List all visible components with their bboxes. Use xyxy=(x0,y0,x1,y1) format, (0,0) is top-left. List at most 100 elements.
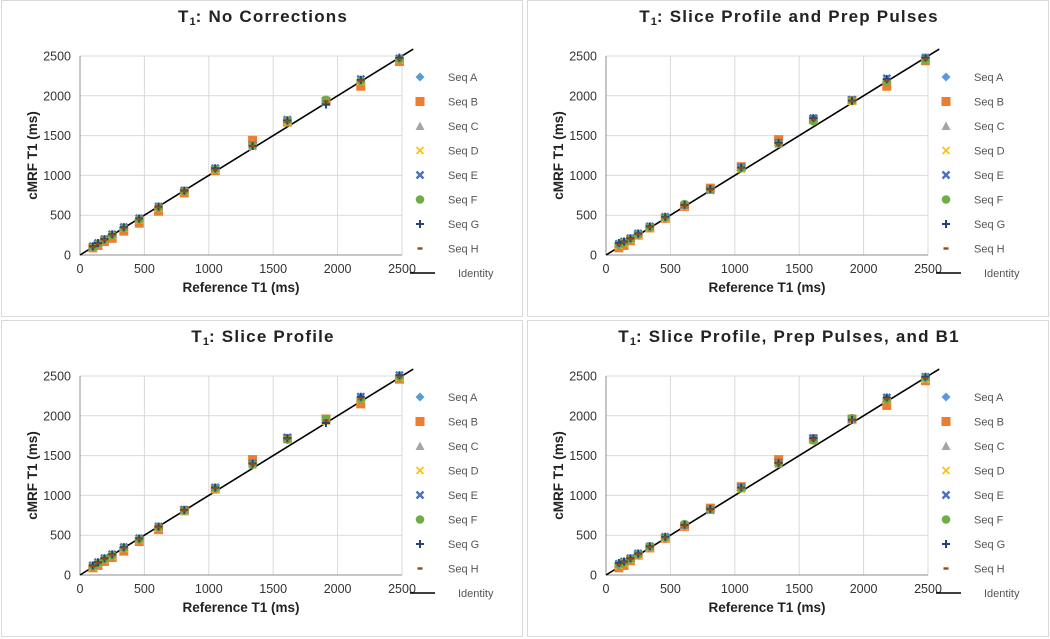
legend-label-seq-b: Seq B xyxy=(448,97,478,109)
chart-title: T1: Slice Profile, Prep Pulses, and B1 xyxy=(618,327,960,348)
data-point xyxy=(662,536,668,539)
data-point xyxy=(358,79,364,82)
x-tick-label: 2000 xyxy=(324,262,352,276)
chart-svg: 0 500 1000 1500 2000 2500 0 500 1000 1500 2000 2500… xyxy=(25,368,494,615)
legend-label-identity: Identity xyxy=(984,588,1020,600)
y-tick-label: 2000 xyxy=(569,409,597,423)
legend-marker-seq-d xyxy=(415,466,425,475)
data-point xyxy=(707,508,713,511)
data-point xyxy=(662,216,668,219)
legend-label-seq-d: Seq D xyxy=(448,146,479,158)
series-seq-h xyxy=(90,57,402,249)
legend-label-seq-c: Seq C xyxy=(974,121,1005,133)
data-point xyxy=(776,462,782,465)
legend-marker-seq-e xyxy=(415,490,425,500)
legend-label-seq-a: Seq A xyxy=(448,72,478,84)
data-point xyxy=(95,561,101,565)
data-point xyxy=(627,557,633,561)
legend-marker-seq-c xyxy=(941,121,951,130)
y-tick-label: 500 xyxy=(576,529,597,543)
y-tick-label: 1000 xyxy=(569,169,597,183)
data-point xyxy=(647,545,653,549)
legend-label-seq-f: Seq F xyxy=(448,515,478,527)
data-point xyxy=(156,206,162,209)
legend: Seq A Seq B Seq C Seq D Seq E Seq F Seq G Seq H… xyxy=(410,72,494,280)
data-point xyxy=(356,399,366,409)
x-tick-label: 0 xyxy=(77,262,84,276)
y-tick-label: 2500 xyxy=(43,370,71,384)
data-point xyxy=(738,167,744,170)
x-tick-label: 2000 xyxy=(324,582,352,596)
legend-marker-seq-b xyxy=(415,417,425,426)
legend-marker-seq-d xyxy=(415,146,425,155)
legend-marker-seq-c xyxy=(415,121,425,130)
legend-label-seq-e: Seq E xyxy=(974,170,1004,182)
x-tick-label: 500 xyxy=(134,582,155,596)
data-point xyxy=(396,57,402,61)
legend-label-seq-h: Seq H xyxy=(974,244,1005,256)
legend-label-seq-a: Seq A xyxy=(974,72,1004,84)
legend-marker-seq-f xyxy=(415,515,425,524)
data-point xyxy=(810,438,816,441)
y-tick-label: 0 xyxy=(64,569,71,583)
legend-marker-seq-a xyxy=(941,392,951,402)
legend-marker-seq-b xyxy=(941,417,951,426)
y-tick-label: 500 xyxy=(50,209,71,223)
gridlines xyxy=(606,55,929,255)
x-tick-label: 0 xyxy=(77,582,84,596)
chart-panel-slice-profile: T1: Slice Profile 0 500 1000 1500 2000 2500 0 5… xyxy=(1,320,523,637)
data-point xyxy=(707,188,713,191)
y-tick-label: 1500 xyxy=(43,449,71,463)
legend-label-seq-a: Seq A xyxy=(974,392,1004,404)
legend-marker-seq-c xyxy=(415,441,425,450)
data-point xyxy=(882,81,892,91)
x-tick-label: 1500 xyxy=(785,582,813,596)
legend-label-seq-h: Seq H xyxy=(448,564,479,576)
x-axis-title: Reference T1 (ms) xyxy=(182,280,299,295)
x-axis-title: Reference T1 (ms) xyxy=(708,280,825,295)
data-point xyxy=(627,237,633,241)
data-point xyxy=(95,242,101,246)
legend-label-seq-h: Seq H xyxy=(448,244,479,256)
x-tick-label: 2000 xyxy=(850,262,878,276)
legend-marker-seq-g xyxy=(416,540,424,548)
data-point xyxy=(284,437,290,441)
legend-marker-seq-h xyxy=(417,247,423,250)
legend-label-seq-d: Seq D xyxy=(974,466,1005,478)
x-tick-label: 1000 xyxy=(721,582,749,596)
data-point xyxy=(882,400,892,410)
data-point xyxy=(250,144,256,148)
data-point xyxy=(682,204,688,207)
x-tick-label: 1000 xyxy=(721,262,749,276)
data-point xyxy=(621,561,627,564)
x-tick-label: 0 xyxy=(603,582,610,596)
data-point xyxy=(849,100,855,103)
series-seq-h xyxy=(616,57,928,246)
x-axis-title: Reference T1 (ms) xyxy=(708,600,825,615)
legend-marker-seq-a xyxy=(941,72,951,82)
data-point xyxy=(181,509,187,512)
data-point xyxy=(248,135,258,145)
gridlines xyxy=(606,375,929,575)
legend-marker-seq-a xyxy=(415,392,425,402)
legend: Seq A Seq B Seq C Seq D Seq E Seq F Seq G Seq H… xyxy=(936,392,1020,600)
legend: Seq A Seq B Seq C Seq D Seq E Seq F Seq G Seq H… xyxy=(410,392,494,600)
data-point xyxy=(396,375,402,378)
legend-label-seq-h: Seq H xyxy=(974,564,1005,576)
legend-marker-seq-f xyxy=(941,515,951,524)
legend-marker-seq-b xyxy=(941,97,951,106)
x-tick-label: 2500 xyxy=(914,582,942,596)
y-tick-label: 0 xyxy=(590,249,597,263)
chart-panel-slice-profile-prep-pulses: T1: Slice Profile and Prep Pulses 0 500 10… xyxy=(527,0,1049,317)
chart-panel-no-corrections: T1: No Corrections 0 500 1000 1500 2000 2500 0… xyxy=(1,0,523,317)
data-point xyxy=(109,233,115,237)
legend-label-seq-e: Seq E xyxy=(448,170,478,182)
legend-label-seq-g: Seq G xyxy=(448,219,479,231)
data-point xyxy=(884,79,890,82)
y-axis-title: cMRF T1 (ms) xyxy=(25,431,40,520)
data-point xyxy=(647,225,653,229)
data-point xyxy=(682,524,688,527)
legend-label-seq-a: Seq A xyxy=(448,392,478,404)
legend-label-seq-b: Seq B xyxy=(974,97,1004,109)
chart-title: T1: No Corrections xyxy=(177,7,349,28)
